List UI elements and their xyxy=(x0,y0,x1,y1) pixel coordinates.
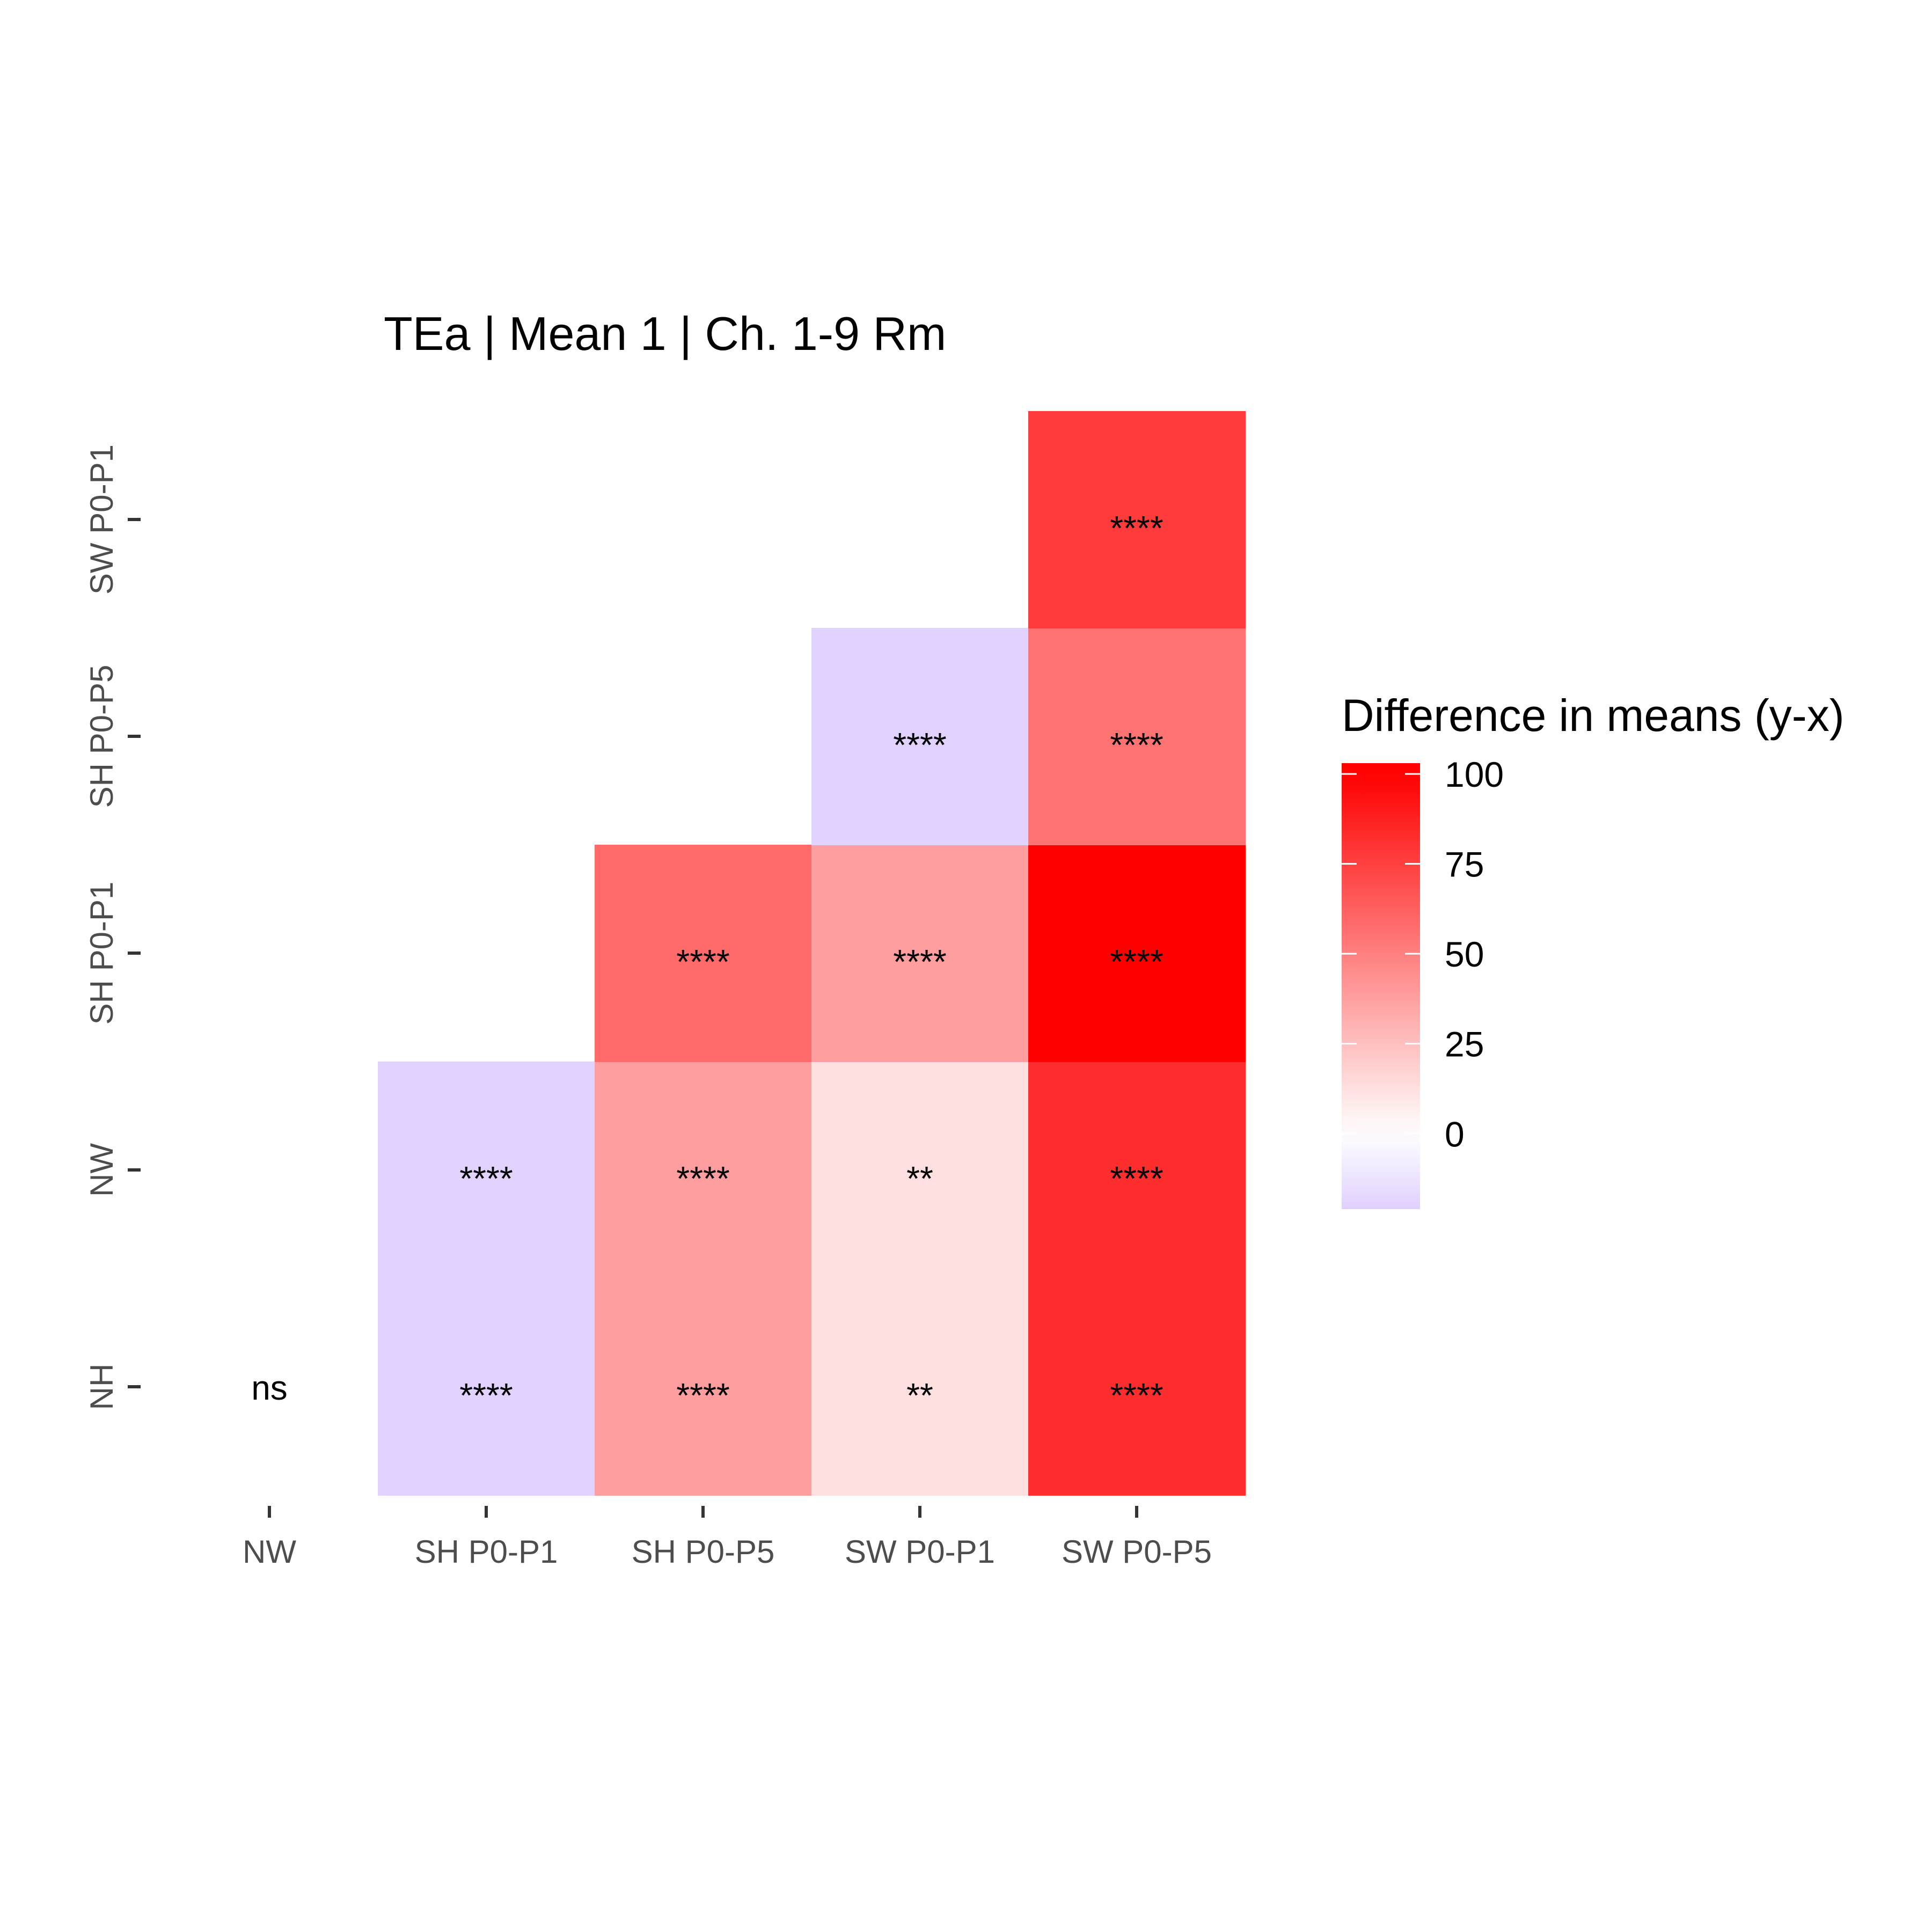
legend-tick-label: 100 xyxy=(1445,755,1504,794)
color-legend: Difference in means (y-x) 0 25 50 75 100 xyxy=(1342,690,1845,1209)
heatmap-cell xyxy=(811,628,1029,845)
y-tick-label: SH P0-P1 xyxy=(84,882,120,1025)
x-tick-label: SW P0-P1 xyxy=(845,1534,995,1570)
significance-labels: ns **** **** ** ******** **** ** ******** **** **… xyxy=(251,509,1163,1415)
heatmap-cell xyxy=(378,1062,595,1279)
x-tick-label: SH P0-P5 xyxy=(632,1534,775,1570)
y-tick-label: SH P0-P5 xyxy=(84,665,120,808)
legend-tick-label: 50 xyxy=(1445,934,1484,974)
legend-tick-label: 75 xyxy=(1445,845,1484,884)
significance-label: **** xyxy=(1110,942,1163,981)
heatmap-cell xyxy=(1028,411,1246,628)
significance-label: ** xyxy=(906,1159,933,1198)
heatmap-cell xyxy=(811,1062,1029,1279)
heatmap-cell xyxy=(595,845,812,1062)
heatmap-cell xyxy=(1028,1278,1246,1496)
heatmap-cell xyxy=(1028,845,1246,1062)
significance-label: **** xyxy=(893,942,947,981)
significance-label: **** xyxy=(893,726,947,764)
significance-label: **** xyxy=(676,942,730,981)
y-tick-label: SW P0-P1 xyxy=(84,444,120,595)
y-tick-label: NH xyxy=(84,1364,120,1410)
heatmap-cell xyxy=(811,845,1029,1062)
legend-title: Difference in means (y-x) xyxy=(1342,690,1845,741)
legend-colorbar xyxy=(1342,763,1420,1209)
legend-tick-label: 25 xyxy=(1445,1024,1484,1064)
heatmap-cell xyxy=(1028,628,1246,845)
significance-label: **** xyxy=(1110,1376,1163,1415)
significance-label: **** xyxy=(1110,726,1163,764)
y-axis: NH NW SH P0-P1 SH P0-P5 SW P0-P1 xyxy=(84,444,141,1410)
significance-label: **** xyxy=(459,1376,513,1415)
significance-label: ** xyxy=(906,1376,933,1415)
significance-label: **** xyxy=(1110,509,1163,547)
heatmap-cell xyxy=(1028,1062,1246,1279)
heatmap-cells xyxy=(378,411,1246,1496)
heatmap-cell xyxy=(595,1278,812,1496)
significance-label: **** xyxy=(1110,1159,1163,1198)
heatmap-cell xyxy=(595,1062,812,1279)
heatmap-cell xyxy=(811,1278,1029,1496)
significance-label: ns xyxy=(251,1368,288,1407)
legend-tick-label: 0 xyxy=(1445,1114,1465,1154)
significance-label: **** xyxy=(459,1159,513,1198)
x-tick-label: SH P0-P1 xyxy=(415,1534,558,1570)
x-tick-label: NW xyxy=(243,1534,296,1570)
y-tick-label: NW xyxy=(84,1143,120,1197)
significance-label: **** xyxy=(676,1159,730,1198)
heatmap-cell xyxy=(378,1278,595,1496)
significance-label: **** xyxy=(676,1376,730,1415)
x-tick-label: SW P0-P5 xyxy=(1062,1534,1212,1570)
chart-title: TEa | Mean 1 | Ch. 1-9 Rm xyxy=(384,307,946,360)
x-axis: NW SH P0-P1 SH P0-P5 SW P0-P1 SW P0-P5 xyxy=(243,1506,1212,1570)
